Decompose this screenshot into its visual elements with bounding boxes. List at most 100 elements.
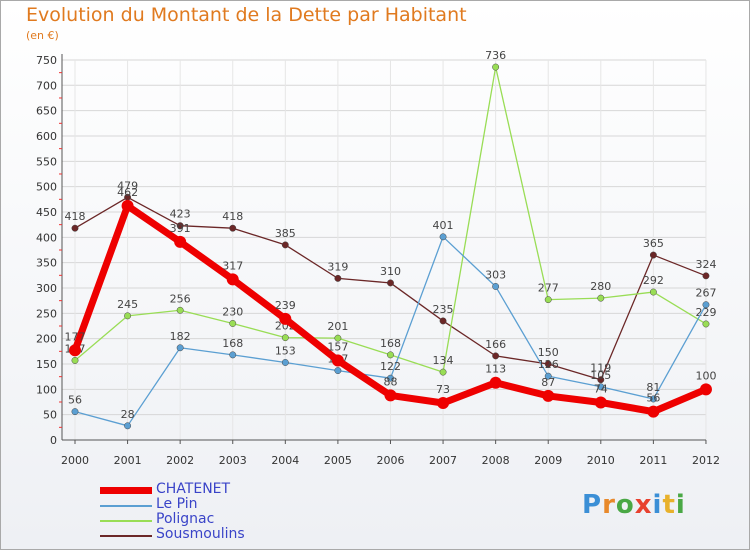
data-label: 157 (327, 340, 348, 353)
logo-letter: o (615, 490, 635, 520)
data-point (439, 233, 447, 241)
proxiti-logo: Proxiti (582, 490, 686, 520)
data-label: 418 (222, 210, 243, 223)
x-tick-label: 2006 (376, 454, 404, 467)
data-label: 317 (222, 259, 243, 272)
data-point (71, 356, 79, 364)
data-label: 182 (170, 330, 191, 343)
data-label: 391 (170, 222, 191, 235)
data-label: 310 (380, 265, 401, 278)
data-point (124, 422, 132, 430)
data-point (174, 235, 187, 248)
x-tick-label: 2003 (219, 454, 247, 467)
x-tick-label: 2002 (166, 454, 194, 467)
data-label: 153 (275, 344, 296, 357)
data-label: 256 (170, 292, 191, 305)
x-tick-label: 2000 (61, 454, 89, 467)
logo-letter: x (634, 490, 653, 520)
chart-subtitle: (en €) (26, 29, 59, 42)
data-label: 113 (485, 363, 506, 376)
data-point (492, 352, 500, 360)
y-tick-label: 0 (50, 434, 57, 447)
data-point (439, 317, 447, 325)
y-tick-label: 300 (36, 282, 57, 295)
data-label: 88 (383, 375, 397, 388)
data-point (544, 296, 552, 304)
data-point (281, 334, 289, 342)
data-point (649, 288, 657, 296)
data-label: 245 (117, 298, 138, 311)
data-point (594, 396, 607, 409)
legend-label: Sousmoulins (156, 526, 245, 542)
data-point (492, 283, 500, 290)
y-tick-label: 650 (36, 105, 57, 118)
data-label: 122 (380, 360, 401, 373)
x-tick-label: 2009 (534, 454, 562, 467)
data-point (226, 273, 239, 286)
x-tick-label: 2007 (429, 454, 457, 467)
data-label: 81 (646, 381, 660, 394)
data-label: 324 (695, 258, 716, 271)
x-tick-label: 2012 (692, 454, 720, 467)
y-tick-label: 550 (36, 155, 57, 168)
y-tick-label: 700 (36, 79, 57, 92)
data-point (702, 320, 710, 328)
data-label: 56 (646, 392, 660, 405)
data-label: 319 (327, 260, 348, 273)
data-label: 150 (538, 346, 559, 359)
data-point (334, 367, 342, 375)
data-label: 229 (695, 306, 716, 319)
data-point (489, 376, 502, 389)
data-point (281, 241, 289, 249)
data-point (597, 383, 605, 391)
data-point (439, 368, 447, 376)
data-label: 100 (695, 369, 716, 382)
data-label: 479 (117, 179, 138, 192)
data-point (334, 274, 342, 282)
data-point (384, 389, 397, 402)
data-label: 365 (643, 237, 664, 250)
data-point (124, 312, 132, 320)
data-label: 267 (695, 287, 716, 300)
data-point (542, 389, 555, 402)
data-label: 177 (65, 330, 86, 343)
data-point (387, 351, 394, 359)
x-tick-label: 2010 (587, 454, 615, 467)
x-tick-label: 2005 (324, 454, 352, 467)
data-point (597, 294, 605, 302)
data-point (334, 334, 342, 342)
y-tick-label: 500 (36, 181, 57, 194)
y-tick-label: 150 (36, 358, 57, 371)
logo-letter: t (662, 490, 676, 520)
y-tick-label: 250 (36, 307, 57, 320)
x-tick-label: 2001 (114, 454, 142, 467)
legend-label: CHATENET (156, 481, 231, 497)
data-point (69, 344, 81, 357)
data-label: 105 (590, 369, 611, 382)
data-label: 462 (117, 186, 138, 199)
x-tick-label: 2004 (271, 454, 299, 467)
data-label: 28 (121, 408, 135, 421)
data-point (702, 272, 710, 280)
data-point (647, 405, 660, 418)
data-point (492, 63, 500, 71)
y-tick-label: 200 (36, 333, 57, 346)
y-tick-label: 450 (36, 206, 57, 219)
data-point (702, 301, 710, 309)
data-label: 166 (485, 338, 506, 351)
logo-letter: i (652, 490, 663, 520)
legend-swatch (100, 505, 152, 507)
data-point (229, 320, 237, 327)
data-point (176, 344, 184, 352)
y-tick-label: 600 (36, 130, 57, 143)
legend-label: Polignac (156, 511, 215, 527)
data-point (387, 279, 394, 287)
data-label: 280 (590, 280, 611, 293)
logo-letter: P (582, 490, 603, 520)
data-label: 134 (433, 354, 454, 367)
data-point (229, 351, 237, 359)
data-label: 239 (275, 299, 296, 312)
data-label: 277 (538, 282, 559, 295)
y-tick-label: 750 (36, 54, 57, 67)
